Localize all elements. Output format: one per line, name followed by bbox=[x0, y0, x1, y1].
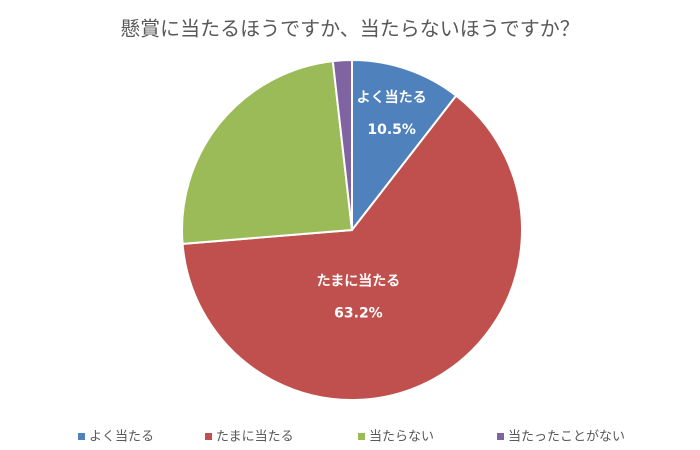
pie-slice bbox=[331, 58, 353, 231]
legend-label: 当たらない bbox=[369, 430, 434, 445]
legend-marker bbox=[205, 433, 212, 440]
legend-marker bbox=[78, 433, 85, 440]
legend-marker bbox=[358, 433, 365, 440]
legend-label: よく当たる bbox=[89, 430, 154, 445]
slice-label: よく当たる bbox=[357, 89, 427, 106]
pie-slice bbox=[181, 94, 523, 401]
legend-label: 当たったことがない bbox=[508, 430, 625, 445]
pie-slice bbox=[351, 58, 458, 233]
slice-label: たまに当たる bbox=[317, 272, 401, 289]
chart-title: 懸賞に当たるほうですか、当たらないほうですか？ bbox=[120, 17, 580, 41]
legend-marker bbox=[497, 433, 504, 440]
legend-label: たまに当たる bbox=[216, 430, 294, 445]
slice-value-label: 10.5% bbox=[367, 122, 416, 138]
pie-slice bbox=[181, 59, 354, 245]
slice-value-label: 63.2% bbox=[334, 305, 383, 321]
